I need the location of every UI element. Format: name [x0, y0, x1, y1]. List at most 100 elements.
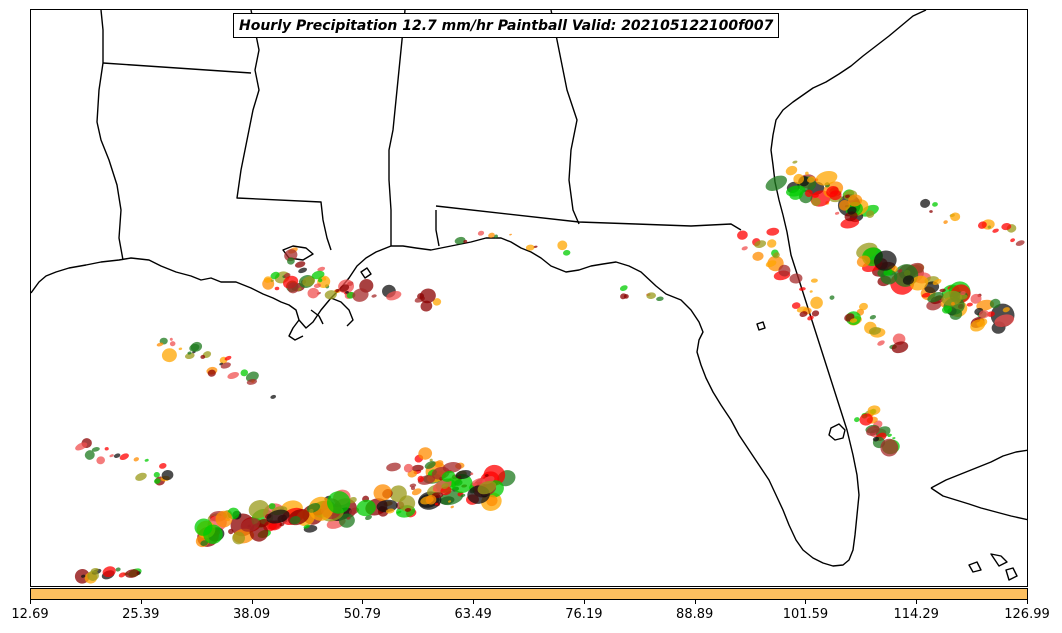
precip-cell — [454, 236, 466, 245]
precip-cell — [215, 510, 233, 528]
precip-cell — [298, 267, 308, 274]
precip-cell — [159, 463, 167, 469]
precip-cell — [778, 264, 791, 277]
precip-cell — [228, 528, 234, 535]
precip-cell — [486, 495, 498, 507]
precip-cell — [834, 211, 840, 215]
precip-cell — [169, 337, 173, 341]
precip-cell — [220, 362, 231, 369]
precip-cell — [772, 252, 780, 259]
precip-cell — [856, 255, 871, 268]
precip-cell — [441, 483, 449, 489]
precip-cell — [891, 341, 909, 354]
precip-cell — [403, 463, 413, 473]
precip-cell — [796, 306, 808, 313]
precip-cell — [477, 480, 497, 495]
colorbar-tick-mark — [805, 600, 806, 604]
precip-cell — [365, 514, 372, 521]
precip-cell — [509, 233, 512, 236]
precip-cell — [411, 464, 424, 472]
precip-cell — [939, 288, 946, 293]
coastline — [31, 10, 1027, 581]
precip-cell — [161, 469, 174, 481]
precip-cell — [866, 425, 880, 436]
precip-cell — [398, 495, 416, 512]
precip-cell — [295, 261, 306, 268]
precip-cell — [338, 513, 355, 528]
precip-cell — [992, 228, 999, 233]
precip-cell — [270, 279, 274, 282]
precip-cell — [880, 438, 899, 457]
precip-cell — [240, 369, 249, 377]
precip-cell — [240, 518, 260, 532]
precip-cell — [246, 378, 258, 385]
precip-cell — [737, 230, 748, 240]
colorbar-tick-mark — [141, 600, 142, 604]
precip-cell — [766, 227, 780, 236]
precip-cell — [789, 273, 803, 284]
precip-cell — [897, 269, 903, 273]
colorbar-tick-label: 25.39 — [122, 607, 160, 622]
precip-cell — [910, 275, 929, 291]
precip-cell — [767, 239, 777, 248]
precip-cell — [978, 221, 987, 229]
precip-cell — [287, 257, 295, 265]
precip-cell — [102, 566, 116, 578]
precip-cell — [460, 494, 466, 498]
precip-cell — [417, 475, 424, 483]
precip-cell — [153, 471, 160, 478]
precip-cell — [279, 522, 285, 527]
precip-cell — [799, 287, 806, 291]
precip-cell — [322, 276, 327, 281]
precip-cell — [418, 447, 433, 460]
precip-cell — [200, 354, 206, 359]
precip-cell — [845, 194, 850, 198]
precip-cell — [844, 211, 858, 222]
precip-cell — [989, 298, 1001, 309]
precip-cell — [270, 394, 277, 399]
precip-cell — [96, 456, 105, 465]
precip-cell — [287, 282, 299, 294]
precip-cell — [811, 310, 820, 317]
precip-cell — [434, 460, 444, 468]
precip-cell — [484, 474, 489, 477]
precip-cell — [811, 197, 821, 207]
precip-cell — [184, 352, 195, 360]
precip-cell — [859, 413, 873, 426]
precip-cell — [356, 499, 376, 517]
precip-cell — [840, 217, 860, 229]
map-panel — [30, 9, 1028, 587]
precip-cell — [125, 569, 140, 578]
precip-cell — [455, 469, 472, 480]
precip-cell — [409, 483, 417, 488]
precip-cell — [348, 496, 357, 504]
precip-cell — [419, 288, 436, 304]
precip-cell — [75, 442, 88, 451]
precip-cell — [943, 220, 948, 224]
precip-cell — [826, 185, 839, 198]
precip-cell — [104, 447, 109, 451]
precip-cell — [346, 517, 351, 520]
colorbar-tick-label: 38.09 — [232, 607, 271, 622]
precip-cell — [849, 318, 858, 323]
precip-cell — [847, 206, 857, 215]
precip-cell — [815, 170, 838, 186]
colorbar-tick-label: 76.19 — [565, 607, 603, 622]
precip-cell — [785, 165, 798, 176]
precip-cell — [385, 508, 395, 514]
precipitation-cells — [74, 160, 1025, 584]
precip-cell — [927, 291, 944, 303]
precip-cell — [441, 470, 455, 482]
precip-cell — [741, 246, 748, 251]
precip-cell — [754, 240, 767, 248]
colorbar-tick-mark — [1027, 600, 1028, 604]
precip-cell — [488, 232, 495, 238]
precip-cell — [789, 189, 803, 200]
precip-cell — [950, 212, 961, 222]
map-title: Hourly Precipitation 12.7 mm/hr Paintbal… — [233, 13, 780, 38]
precip-cell — [84, 450, 95, 460]
precip-cell — [868, 326, 882, 335]
precip-cell — [477, 230, 485, 236]
precip-cell — [424, 461, 436, 469]
precip-cell — [866, 210, 875, 218]
